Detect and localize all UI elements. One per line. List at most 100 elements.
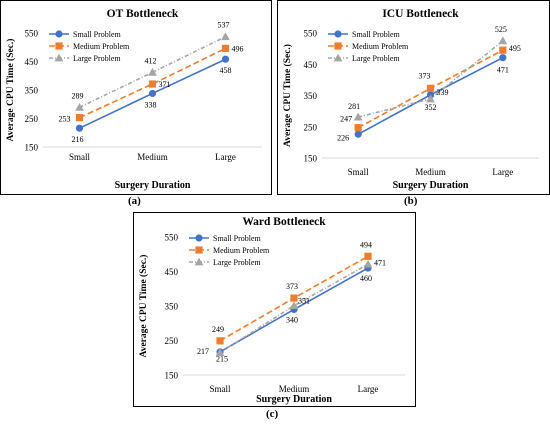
icu-point (499, 54, 507, 62)
icu-y-tick-label: 350 (304, 91, 318, 101)
ot-x-axis-title: Surgery Duration (115, 180, 191, 191)
icu-legend-label: Medium Problem (352, 42, 409, 51)
ot-point (75, 124, 84, 132)
ot-point (221, 44, 230, 52)
ot-y-tick-label: 250 (25, 114, 39, 124)
icu-legend: Small Problem Medium Problem Large Problem (325, 27, 413, 65)
ot-data-label: 537 (218, 21, 230, 30)
ot-point (221, 55, 230, 63)
ot-series-line-large (79, 35, 226, 109)
icu-legend-marker (334, 30, 342, 38)
ot-point (75, 114, 84, 122)
ot-y-tick-label: 350 (25, 86, 39, 96)
ot-legend: Small Problem Medium Problem Large Problem (46, 27, 134, 65)
ot-point (148, 80, 157, 88)
ot-chart-title: OT Bottleneck (107, 8, 179, 20)
ot-legend-label: Large Problem (73, 54, 121, 63)
ward-legend-label: Large Problem (213, 258, 261, 267)
icu-legend-label: Large Problem (352, 54, 400, 63)
icu-y-tick-label: 550 (304, 29, 318, 39)
icu-legend-label: Small Problem (352, 30, 401, 39)
ot-x-tick-label: Small (69, 152, 91, 162)
ot-chart-frame (0, 0, 272, 195)
ward-legend-label: Small Problem (213, 234, 262, 243)
icu-data-label: 339 (437, 88, 449, 97)
ward-chart-title: Ward Bottleneck (242, 216, 326, 228)
ward-point (290, 294, 298, 302)
ward-point (216, 337, 224, 345)
ward-x-tick-label: Large (358, 384, 379, 394)
ot-y-axis-title: Average CPU Time (Sec.) (5, 39, 16, 142)
ward-y-tick-label: 150 (165, 371, 179, 381)
ot-data-label: 253 (59, 115, 71, 124)
ward-data-label: 460 (360, 274, 372, 283)
ward-data-label: 217 (197, 347, 209, 356)
ward-y-tick-label: 350 (165, 302, 179, 312)
icu-data-label: 525 (495, 25, 507, 34)
ward-data-label: 249 (212, 325, 224, 334)
ward-point (215, 348, 225, 356)
icu-point (353, 112, 363, 121)
icu-data-label: 226 (337, 133, 349, 142)
ot-data-label: 458 (220, 66, 232, 75)
icu-x-tick-label: Large (492, 167, 513, 177)
caption-a: (a) (128, 195, 141, 207)
ward-data-label: 373 (286, 282, 298, 291)
ward-y-tick-label: 250 (165, 336, 179, 346)
icu-point (354, 124, 362, 132)
icu-data-label: 352 (425, 103, 437, 112)
icu-point (499, 46, 507, 54)
icu-x-tick-label: Small (348, 167, 370, 177)
ward-legend-marker (195, 234, 203, 242)
ward-data-label: 215 (216, 355, 228, 364)
icu-data-label: 495 (509, 44, 521, 53)
ot-legend-label: Small Problem (73, 30, 122, 39)
ot-y-tick-label: 150 (25, 143, 39, 153)
ot-legend-marker (54, 53, 64, 62)
icu-point (426, 94, 435, 103)
icu-data-label: 247 (340, 115, 352, 124)
ward-legend-marker (195, 246, 203, 254)
ward-data-label: 494 (360, 240, 372, 249)
icu-data-label: 281 (348, 102, 360, 111)
icu-bottleneck-chart: ICU Bottleneck 150 250 350 450 550 Small Medium… (277, 0, 550, 195)
icu-y-axis-title: Average CPU Time (Sec.) (282, 44, 293, 147)
icu-y-tick-label: 150 (304, 154, 318, 164)
caption-b: (b) (404, 195, 418, 207)
ot-data-label: 412 (145, 56, 157, 65)
ot-legend-label: Medium Problem (73, 42, 130, 51)
icu-data-label: 373 (419, 71, 431, 80)
icu-y-tick-label: 450 (304, 60, 318, 70)
ot-y-tick-label: 450 (25, 57, 39, 67)
ot-x-tick-label: Medium (137, 152, 168, 162)
icu-y-tick-label: 250 (304, 122, 318, 132)
ot-data-label: 371 (159, 80, 171, 89)
ot-x-tick-label: Large (215, 152, 236, 162)
ward-data-label: 340 (286, 315, 298, 324)
ward-data-label: 351 (298, 297, 310, 306)
ot-data-label: 496 (232, 44, 244, 53)
ward-point (289, 301, 299, 310)
icu-point (498, 36, 508, 45)
ot-bottleneck-chart: OT Bottleneck 150 250 350 450 550 Small Medium L… (0, 0, 272, 195)
ward-y-axis-title: Average CPU Time (Sec.) (138, 255, 149, 358)
icu-x-axis-title: Surgery Duration (393, 180, 469, 191)
ward-data-label: 471 (374, 258, 386, 267)
ot-y-tick-label: 550 (25, 29, 39, 39)
ot-legend-marker (55, 30, 63, 38)
ward-y-tick-label: 550 (165, 233, 179, 243)
ward-point (364, 252, 372, 260)
icu-legend-marker (333, 53, 343, 62)
icu-point (354, 130, 362, 138)
ward-bottleneck-chart: Ward Bottleneck 150 250 350 450 550 Small Mediu… (133, 212, 416, 407)
ward-legend-marker (194, 257, 204, 266)
icu-legend-marker (334, 42, 342, 50)
ot-point (148, 89, 157, 98)
ward-legend-label: Medium Problem (213, 246, 270, 255)
ward-x-tick-label: Medium (279, 384, 310, 394)
ward-legend: Small Problem Medium Problem Large Problem (186, 231, 274, 269)
ot-point (221, 32, 230, 41)
ot-data-label: 216 (72, 135, 84, 144)
ward-point (363, 259, 373, 268)
ward-x-tick-label: Small (209, 384, 231, 394)
